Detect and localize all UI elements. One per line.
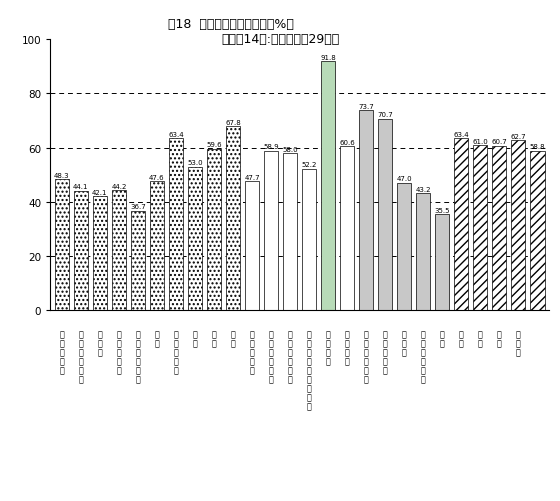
Bar (226, 127, 240, 311)
Text: 70.7: 70.7 (377, 112, 393, 118)
Text: 電
気
機
械
機
械: 電 気 機 械 機 械 (288, 330, 292, 383)
Text: 図18  業種別粗付加価値率（%）: 図18 業種別粗付加価値率（%） (168, 18, 294, 31)
Text: 62.7: 62.7 (511, 134, 526, 140)
Text: 58.9: 58.9 (263, 144, 279, 150)
Text: 58.8: 58.8 (530, 144, 545, 150)
Text: 窯
業
・
土
石: 窯 業 ・ 土 石 (174, 330, 178, 374)
Text: 73.7: 73.7 (358, 104, 374, 110)
Text: 情
報
通
信
機
械
機
器
品: 情 報 通 信 機 械 機 器 品 (307, 330, 311, 410)
Text: 食
料
品: 食 料 品 (402, 330, 407, 357)
Text: 48.3: 48.3 (54, 173, 69, 178)
Text: 42.1: 42.1 (92, 189, 108, 195)
Bar (492, 146, 506, 311)
Text: 電
子
部
品: 電 子 部 品 (326, 330, 330, 366)
Text: 金
属: 金 属 (231, 330, 235, 348)
Bar (207, 149, 221, 311)
Bar (169, 139, 183, 311)
Text: 非
鉄: 非 鉄 (212, 330, 216, 348)
Bar (378, 119, 393, 311)
Text: 化
学
紙: 化 学 紙 (97, 330, 102, 357)
Text: 59.6: 59.6 (206, 142, 222, 148)
Text: ゴ
ム: ゴ ム (155, 330, 159, 348)
Text: 63.4: 63.4 (454, 132, 469, 138)
Text: 36.7: 36.7 (130, 204, 146, 210)
Bar (416, 194, 431, 311)
Bar (435, 214, 450, 311)
Text: 58.0: 58.0 (282, 146, 298, 152)
Bar (473, 146, 487, 311)
Text: 47.0: 47.0 (396, 176, 412, 182)
Text: 生
活
関
連
型: 生 活 関 連 型 (383, 330, 388, 374)
Bar (112, 191, 126, 311)
Text: 繊
維: 繊 維 (440, 330, 445, 348)
Text: 印
刷: 印 刷 (497, 330, 502, 348)
Bar (454, 139, 468, 311)
Bar (397, 183, 412, 311)
Bar (511, 141, 525, 311)
Text: 43.2: 43.2 (416, 186, 431, 192)
Text: 63.4: 63.4 (168, 132, 184, 138)
Bar (302, 169, 316, 311)
Text: 35.5: 35.5 (435, 207, 450, 213)
Text: 47.6: 47.6 (149, 174, 165, 180)
Text: 44.2: 44.2 (111, 184, 127, 190)
Bar (93, 197, 107, 311)
Text: 木
パ
ル
プ
・
材: 木 パ ル プ ・ 材 (78, 330, 83, 383)
Text: 53.0: 53.0 (187, 160, 203, 166)
Text: （平成14年:従業者４〜29人）: （平成14年:従業者４〜29人） (221, 33, 339, 46)
Bar (283, 154, 297, 311)
Text: 輸
送
機
械: 輸 送 機 械 (345, 330, 349, 366)
Bar (188, 167, 202, 311)
Bar (264, 151, 278, 311)
Text: 石
油
・
石
炭: 石 油 ・ 石 炭 (116, 330, 122, 374)
Text: 47.7: 47.7 (244, 174, 260, 180)
Text: 精
密
機
械
機
械: 精 密 機 械 機 械 (364, 330, 368, 383)
Text: 家
具: 家 具 (478, 330, 483, 348)
Bar (74, 191, 88, 311)
Text: 加
工
組
立
型: 加 工 組 立 型 (250, 330, 254, 374)
Text: 44.1: 44.1 (73, 184, 88, 190)
Bar (55, 180, 69, 311)
Text: プ
ラ
ス
チ
ッ
ク: プ ラ ス チ ッ ク (136, 330, 141, 383)
Bar (530, 151, 544, 311)
Bar (321, 62, 335, 311)
Text: 一
般
機
械
機
械: 一 般 機 械 機 械 (269, 330, 273, 383)
Text: 61.0: 61.0 (473, 138, 488, 144)
Text: 60.6: 60.6 (339, 139, 355, 145)
Bar (150, 182, 164, 311)
Bar (359, 111, 374, 311)
Text: 衣
服: 衣 服 (459, 330, 464, 348)
Text: 鉄
鋼: 鉄 鋼 (193, 330, 197, 348)
Text: 基
礎
素
材
型: 基 礎 素 材 型 (59, 330, 64, 374)
Text: 91.8: 91.8 (320, 55, 336, 61)
Bar (340, 147, 354, 311)
Text: 52.2: 52.2 (301, 162, 317, 168)
Bar (245, 181, 259, 311)
Bar (131, 211, 145, 311)
Text: 67.8: 67.8 (225, 120, 241, 126)
Text: そ
の
他: そ の 他 (516, 330, 521, 357)
Text: 60.7: 60.7 (492, 139, 507, 145)
Text: 飲
料
・
た
ば
こ: 飲 料 ・ た ば こ (421, 330, 426, 383)
